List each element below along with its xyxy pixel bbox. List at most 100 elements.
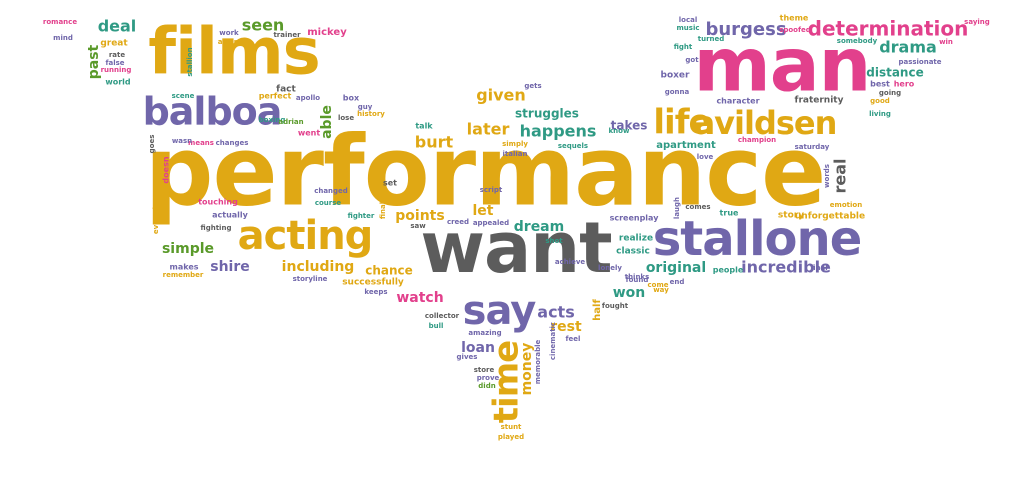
word-deal: deal — [98, 17, 137, 36]
word-trainer: trainer — [273, 31, 301, 39]
word-changed: changed — [314, 187, 348, 195]
word-found: found — [626, 276, 649, 284]
word-storyline: storyline — [293, 275, 328, 283]
word-shot: shot — [545, 237, 563, 245]
word-rest: rest — [550, 319, 582, 335]
word-know: know — [609, 127, 630, 135]
word-real: real — [831, 158, 850, 193]
word-love: love — [697, 153, 714, 161]
word-thinks: thinks — [625, 273, 650, 281]
word-words: words — [823, 164, 831, 188]
word-half: half — [592, 299, 603, 321]
word-comes: comes — [685, 203, 710, 211]
word-lose: lose — [338, 114, 354, 122]
word-acts: acts — [537, 303, 574, 322]
word-great: great — [100, 39, 128, 49]
word-acting: acting — [238, 213, 373, 259]
word-going: going — [879, 89, 901, 97]
word-guy: guy — [358, 103, 373, 111]
word-classic: classic — [616, 247, 650, 257]
word-points: points — [395, 208, 444, 224]
word-given: given — [476, 86, 526, 105]
word-apartment: apartment — [656, 140, 716, 151]
word-able: able — [319, 105, 335, 139]
word-stunt: stunt — [501, 423, 522, 431]
word-win: win — [939, 38, 953, 46]
word-money: money — [519, 343, 535, 396]
word-finally: finally — [379, 194, 387, 219]
word-let: let — [473, 203, 494, 219]
word-say: say — [463, 288, 537, 334]
word-come: come — [648, 281, 669, 289]
word-lonely: lonely — [598, 264, 622, 272]
word-somebody: somebody — [837, 37, 878, 45]
word-everyday: everyday — [152, 197, 160, 234]
word-world: world — [105, 78, 131, 87]
word-gonna: gonna — [665, 88, 690, 96]
word-avildsen: avildsen — [694, 104, 837, 142]
word-scene: scene — [172, 92, 195, 100]
word-way: way — [653, 286, 669, 294]
word-script: script — [480, 186, 503, 194]
word-happens: happens — [520, 122, 597, 141]
word-set: set — [383, 179, 397, 188]
word-burt: burt — [415, 133, 454, 152]
word-fighter: fighter — [348, 212, 375, 220]
word-gives: gives — [457, 353, 478, 361]
word-distance: distance — [866, 66, 923, 80]
word-time: time — [487, 341, 527, 423]
word-turned: turned — [698, 35, 725, 43]
word-including: including — [282, 259, 355, 275]
word-store: store — [474, 366, 495, 374]
word-emotion: emotion — [830, 201, 862, 209]
word-simply: simply — [502, 140, 528, 148]
word-false: false — [105, 59, 124, 67]
word-won: won — [613, 285, 646, 301]
word-laugh: laugh — [673, 197, 681, 219]
word-chance: chance — [365, 264, 413, 278]
word-goes: goes — [148, 135, 156, 154]
word-prove: prove — [477, 374, 500, 382]
word-performance: performance — [145, 115, 825, 227]
word-award: award — [218, 38, 242, 46]
word-italian: italian — [503, 150, 528, 158]
word-makes: makes — [169, 263, 198, 272]
word-living: living — [869, 110, 891, 118]
word-final: final — [810, 264, 827, 272]
word-shire: shire — [210, 259, 250, 275]
word-burgess: burgess — [705, 19, 786, 40]
word-stallion: stallion — [186, 47, 194, 76]
word-saying: saying — [964, 18, 990, 26]
word-touching: touching — [198, 198, 238, 207]
word-amazing: amazing — [468, 329, 501, 337]
word-gets: gets — [524, 82, 541, 90]
word-romance: romance — [43, 18, 77, 26]
word-simple: simple — [162, 241, 214, 257]
word-feel: feel — [566, 335, 581, 343]
word-actually: actually — [212, 211, 249, 220]
word-music: music — [677, 24, 700, 32]
word-wasn: wasn — [172, 137, 192, 145]
word-history: history — [357, 110, 385, 118]
word-balboa: balboa — [143, 90, 282, 134]
word-dream: dream — [514, 219, 564, 235]
word-boxing: boxing — [259, 116, 286, 124]
word-doesn: doesn — [162, 156, 171, 183]
word-fact: fact — [276, 85, 296, 95]
word-successfully: successfully — [342, 278, 404, 288]
word-passionate: passionate — [898, 58, 941, 66]
word-talk: talk — [415, 122, 433, 131]
word-mickey: mickey — [307, 27, 347, 38]
word-fight: fight — [674, 43, 693, 51]
word-got: got — [685, 56, 699, 64]
word-local: local — [679, 16, 697, 24]
word-work: work — [219, 29, 239, 37]
word-stallone: stallone — [653, 211, 862, 267]
word-people: people — [713, 266, 744, 275]
word-running: running — [101, 66, 132, 74]
word-champion: champion — [738, 136, 776, 144]
word-saw: saw — [410, 222, 426, 230]
word-sequels: sequels — [558, 142, 588, 150]
word-keeps: keeps — [364, 288, 387, 296]
